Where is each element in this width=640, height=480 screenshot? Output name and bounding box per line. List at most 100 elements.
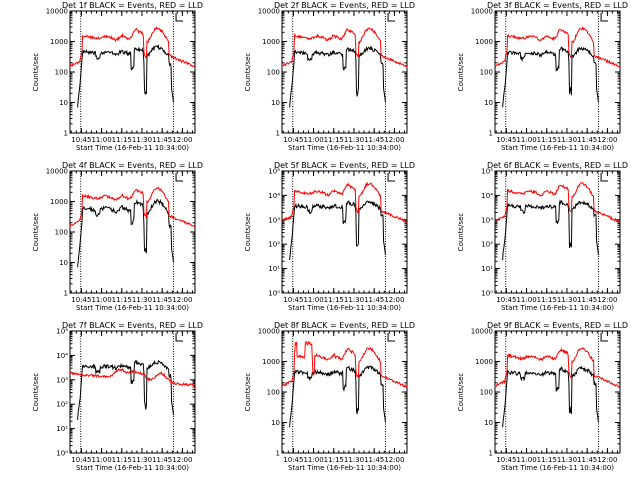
- y-tick-label: 10¹: [56, 425, 68, 433]
- x-tick-label: 10:45: [496, 456, 516, 464]
- y-tick-label: 1000: [50, 198, 68, 206]
- y-tick-label: 100: [267, 69, 280, 77]
- x-tick-label: 11:45: [364, 456, 384, 464]
- y-tick-label: 10⁵: [268, 168, 280, 176]
- x-tick-label: 11:15: [537, 136, 557, 144]
- y-tick-label: 10³: [268, 216, 280, 224]
- y-tick-label: 10: [59, 259, 68, 267]
- x-tick-label: 11:15: [324, 296, 344, 304]
- x-tick-label: 11:30: [557, 456, 577, 464]
- x-tick-label: 11:30: [344, 136, 364, 144]
- series-lld-line: [494, 26, 621, 68]
- x-tick-label: 11:00: [303, 136, 323, 144]
- plot-frame: [281, 170, 408, 294]
- x-tick-label: 11:15: [112, 136, 132, 144]
- y-tick-label: 10²: [268, 241, 280, 249]
- x-tick-label: 11:15: [324, 136, 344, 144]
- series-events-line: [502, 199, 599, 261]
- x-axis-label: Start Time (16-Feb-11 10:34:00): [501, 464, 614, 472]
- x-tick-label: 11:15: [537, 456, 557, 464]
- panel-title: Det 9f BLACK = Events, RED = LLD: [487, 321, 628, 330]
- marker-glyph: [387, 13, 396, 22]
- y-axis-label: Counts/sec: [32, 373, 40, 412]
- y-tick-label: 100: [480, 389, 493, 397]
- panel-title: Det 3f BLACK = Events, RED = LLD: [487, 1, 628, 10]
- x-tick-label: 12:00: [172, 136, 192, 144]
- x-tick-label: 11:15: [112, 456, 132, 464]
- series-lld-line: [281, 340, 407, 388]
- x-tick-label: 10:45: [71, 136, 91, 144]
- plot-frame: [494, 330, 621, 454]
- y-tick-label: 10³: [481, 216, 493, 224]
- x-tick-label: 10:45: [496, 296, 516, 304]
- x-tick-label: 12:00: [597, 296, 617, 304]
- series-events-line: [77, 359, 174, 421]
- y-tick-label: 10⁰: [56, 450, 68, 458]
- x-tick-label: 12:00: [384, 136, 404, 144]
- x-tick-label: 11:15: [112, 296, 132, 304]
- plot-frame: [494, 170, 621, 294]
- x-tick-label: 11:30: [557, 136, 577, 144]
- y-tick-label: 10³: [56, 376, 68, 384]
- series-lld-line: [494, 347, 620, 388]
- x-axis-label: Start Time (16-Feb-11 10:34:00): [288, 144, 401, 152]
- y-tick-label: 10: [484, 419, 493, 427]
- y-axis-label: Counts/sec: [32, 213, 40, 252]
- plot-frame: [69, 330, 196, 454]
- y-tick-label: 100: [55, 229, 68, 237]
- marker-glyph: [600, 173, 609, 182]
- y-tick-label: 100: [55, 69, 68, 77]
- x-tick-label: 11:30: [132, 296, 152, 304]
- x-tick-label: 12:00: [172, 296, 192, 304]
- x-tick-label: 11:30: [344, 456, 364, 464]
- marker-glyph: [600, 333, 609, 342]
- series-lld-line: [69, 26, 196, 68]
- y-tick-label: 10²: [56, 401, 68, 409]
- y-tick-label: 1: [276, 450, 280, 458]
- marker-glyph: [387, 333, 396, 342]
- y-tick-label: 10000: [471, 8, 493, 16]
- series-events-line: [502, 46, 599, 108]
- y-tick-label: 1: [489, 450, 493, 458]
- x-tick-label: 10:45: [71, 456, 91, 464]
- y-tick-label: 10⁰: [268, 290, 280, 298]
- x-tick-label: 11:45: [577, 136, 597, 144]
- x-tick-label: 11:45: [152, 296, 172, 304]
- x-axis-label: Start Time (16-Feb-11 10:34:00): [288, 464, 401, 472]
- panel-title: Det 4f BLACK = Events, RED = LLD: [62, 161, 203, 170]
- x-tick-label: 10:45: [283, 296, 303, 304]
- panel-title: Det 2f BLACK = Events, RED = LLD: [274, 1, 415, 10]
- x-tick-label: 11:00: [516, 296, 536, 304]
- y-axis-label: Counts/sec: [244, 213, 252, 252]
- marker-glyph: [175, 173, 184, 182]
- y-tick-label: 10000: [46, 8, 68, 16]
- x-tick-label: 10:45: [496, 136, 516, 144]
- x-tick-label: 10:45: [71, 296, 91, 304]
- y-tick-label: 10000: [471, 328, 493, 336]
- y-axis-label: Counts/sec: [244, 53, 252, 92]
- series-lld-line: [281, 181, 408, 223]
- x-axis-label: Start Time (16-Feb-11 10:34:00): [76, 464, 189, 472]
- y-tick-label: 10000: [258, 328, 280, 336]
- y-tick-label: 100: [267, 389, 280, 397]
- x-tick-label: 11:30: [344, 296, 364, 304]
- marker-glyph: [175, 333, 184, 342]
- panel-title: Det 6f BLACK = Events, RED = LLD: [487, 161, 628, 170]
- y-tick-label: 1000: [262, 358, 280, 366]
- marker-glyph: [600, 13, 609, 22]
- x-tick-label: 11:45: [152, 136, 172, 144]
- x-tick-label: 10:45: [283, 456, 303, 464]
- x-tick-label: 11:15: [537, 296, 557, 304]
- x-tick-label: 10:45: [283, 136, 303, 144]
- y-tick-label: 10⁴: [56, 352, 68, 360]
- panel-title: Det 1f BLACK = Events, RED = LLD: [62, 1, 203, 10]
- y-tick-label: 10⁴: [481, 192, 493, 200]
